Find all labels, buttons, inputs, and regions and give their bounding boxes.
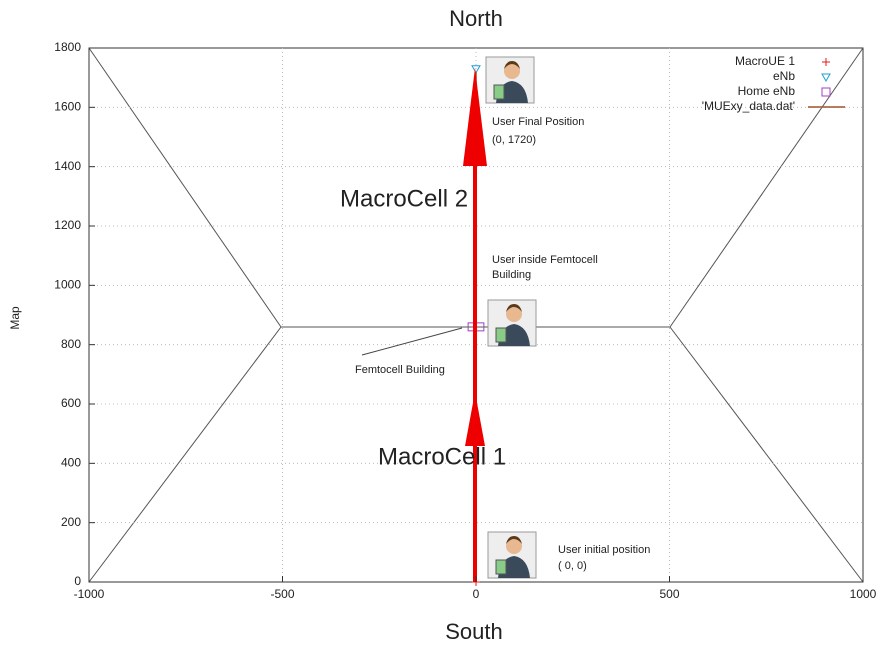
user-icon bbox=[485, 56, 535, 104]
point bbox=[822, 58, 830, 66]
y-tick-label: 1600 bbox=[54, 100, 81, 114]
y-tick-label: 0 bbox=[74, 574, 81, 588]
x-tick-label: 0 bbox=[473, 587, 480, 601]
x-axis-label: South bbox=[445, 619, 503, 644]
movement-arrow bbox=[463, 68, 487, 582]
point bbox=[821, 87, 831, 97]
annotation: User initial position bbox=[558, 544, 650, 556]
point bbox=[821, 73, 831, 83]
y-tick-label: 1000 bbox=[54, 278, 81, 292]
y-tick-label: 1200 bbox=[54, 218, 81, 232]
annotation: Building bbox=[492, 269, 531, 281]
legend-label: Home eNb bbox=[738, 84, 796, 98]
x-tick-label: -500 bbox=[270, 587, 294, 601]
y-tick-label: 400 bbox=[61, 456, 81, 470]
y-tick-label: 600 bbox=[61, 396, 81, 410]
pointer-line bbox=[361, 327, 463, 356]
legend-label: MacroUE 1 bbox=[735, 54, 795, 68]
y-tick-label: 1800 bbox=[54, 40, 81, 54]
y-axis-label: Map bbox=[8, 306, 22, 330]
annotation: MacroCell 1 bbox=[378, 443, 506, 470]
y-tick-label: 200 bbox=[61, 515, 81, 529]
annotation: User inside Femtocell bbox=[492, 254, 598, 266]
x-tick-label: 1000 bbox=[850, 587, 877, 601]
y-tick-label: 1400 bbox=[54, 159, 81, 173]
point bbox=[471, 65, 481, 74]
annotation: User Final Position bbox=[492, 116, 584, 128]
annotation: (0, 1720) bbox=[492, 134, 536, 146]
annotation: ( 0, 0) bbox=[558, 560, 587, 572]
chart-title: North bbox=[449, 6, 503, 31]
user-icon bbox=[487, 531, 537, 579]
cell-boundaries bbox=[88, 47, 864, 583]
annotation: Femtocell Building bbox=[355, 364, 445, 376]
x-tick-label: -1000 bbox=[74, 587, 105, 601]
y-tick-label: 800 bbox=[61, 337, 81, 351]
user-icon bbox=[487, 299, 537, 347]
x-tick-label: 500 bbox=[659, 587, 679, 601]
legend-label: 'MUExy_data.dat' bbox=[702, 99, 795, 113]
legend-label: eNb bbox=[773, 69, 795, 83]
annotation: MacroCell 2 bbox=[340, 185, 468, 212]
